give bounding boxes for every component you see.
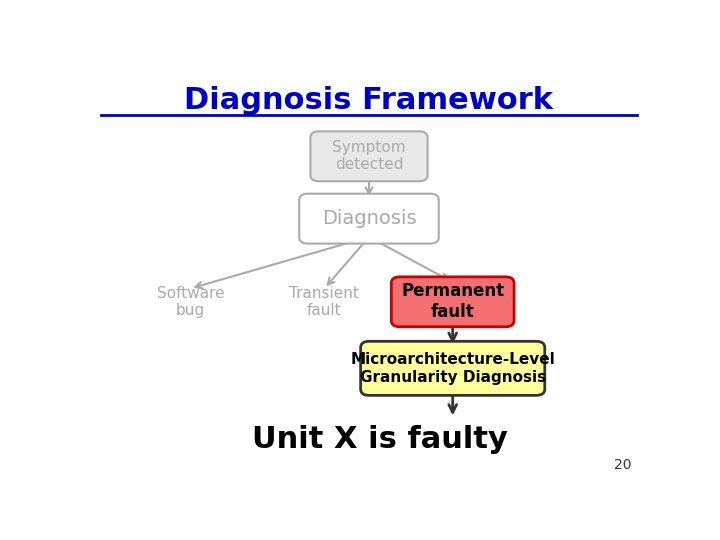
Text: Diagnosis: Diagnosis: [322, 209, 416, 228]
Text: 20: 20: [613, 458, 631, 472]
Text: Transient
fault: Transient fault: [289, 286, 359, 318]
Text: Software
bug: Software bug: [157, 286, 224, 318]
Text: Permanent
fault: Permanent fault: [401, 282, 504, 321]
FancyBboxPatch shape: [392, 277, 514, 327]
FancyBboxPatch shape: [361, 341, 545, 395]
FancyBboxPatch shape: [300, 194, 438, 244]
Text: Unit X is faulty: Unit X is faulty: [252, 424, 508, 454]
Text: Diagnosis Framework: Diagnosis Framework: [184, 85, 554, 114]
FancyBboxPatch shape: [310, 131, 428, 181]
Text: Microarchitecture-Level
Granularity Diagnosis: Microarchitecture-Level Granularity Diag…: [351, 352, 555, 384]
Text: Symptom
detected: Symptom detected: [332, 140, 406, 172]
